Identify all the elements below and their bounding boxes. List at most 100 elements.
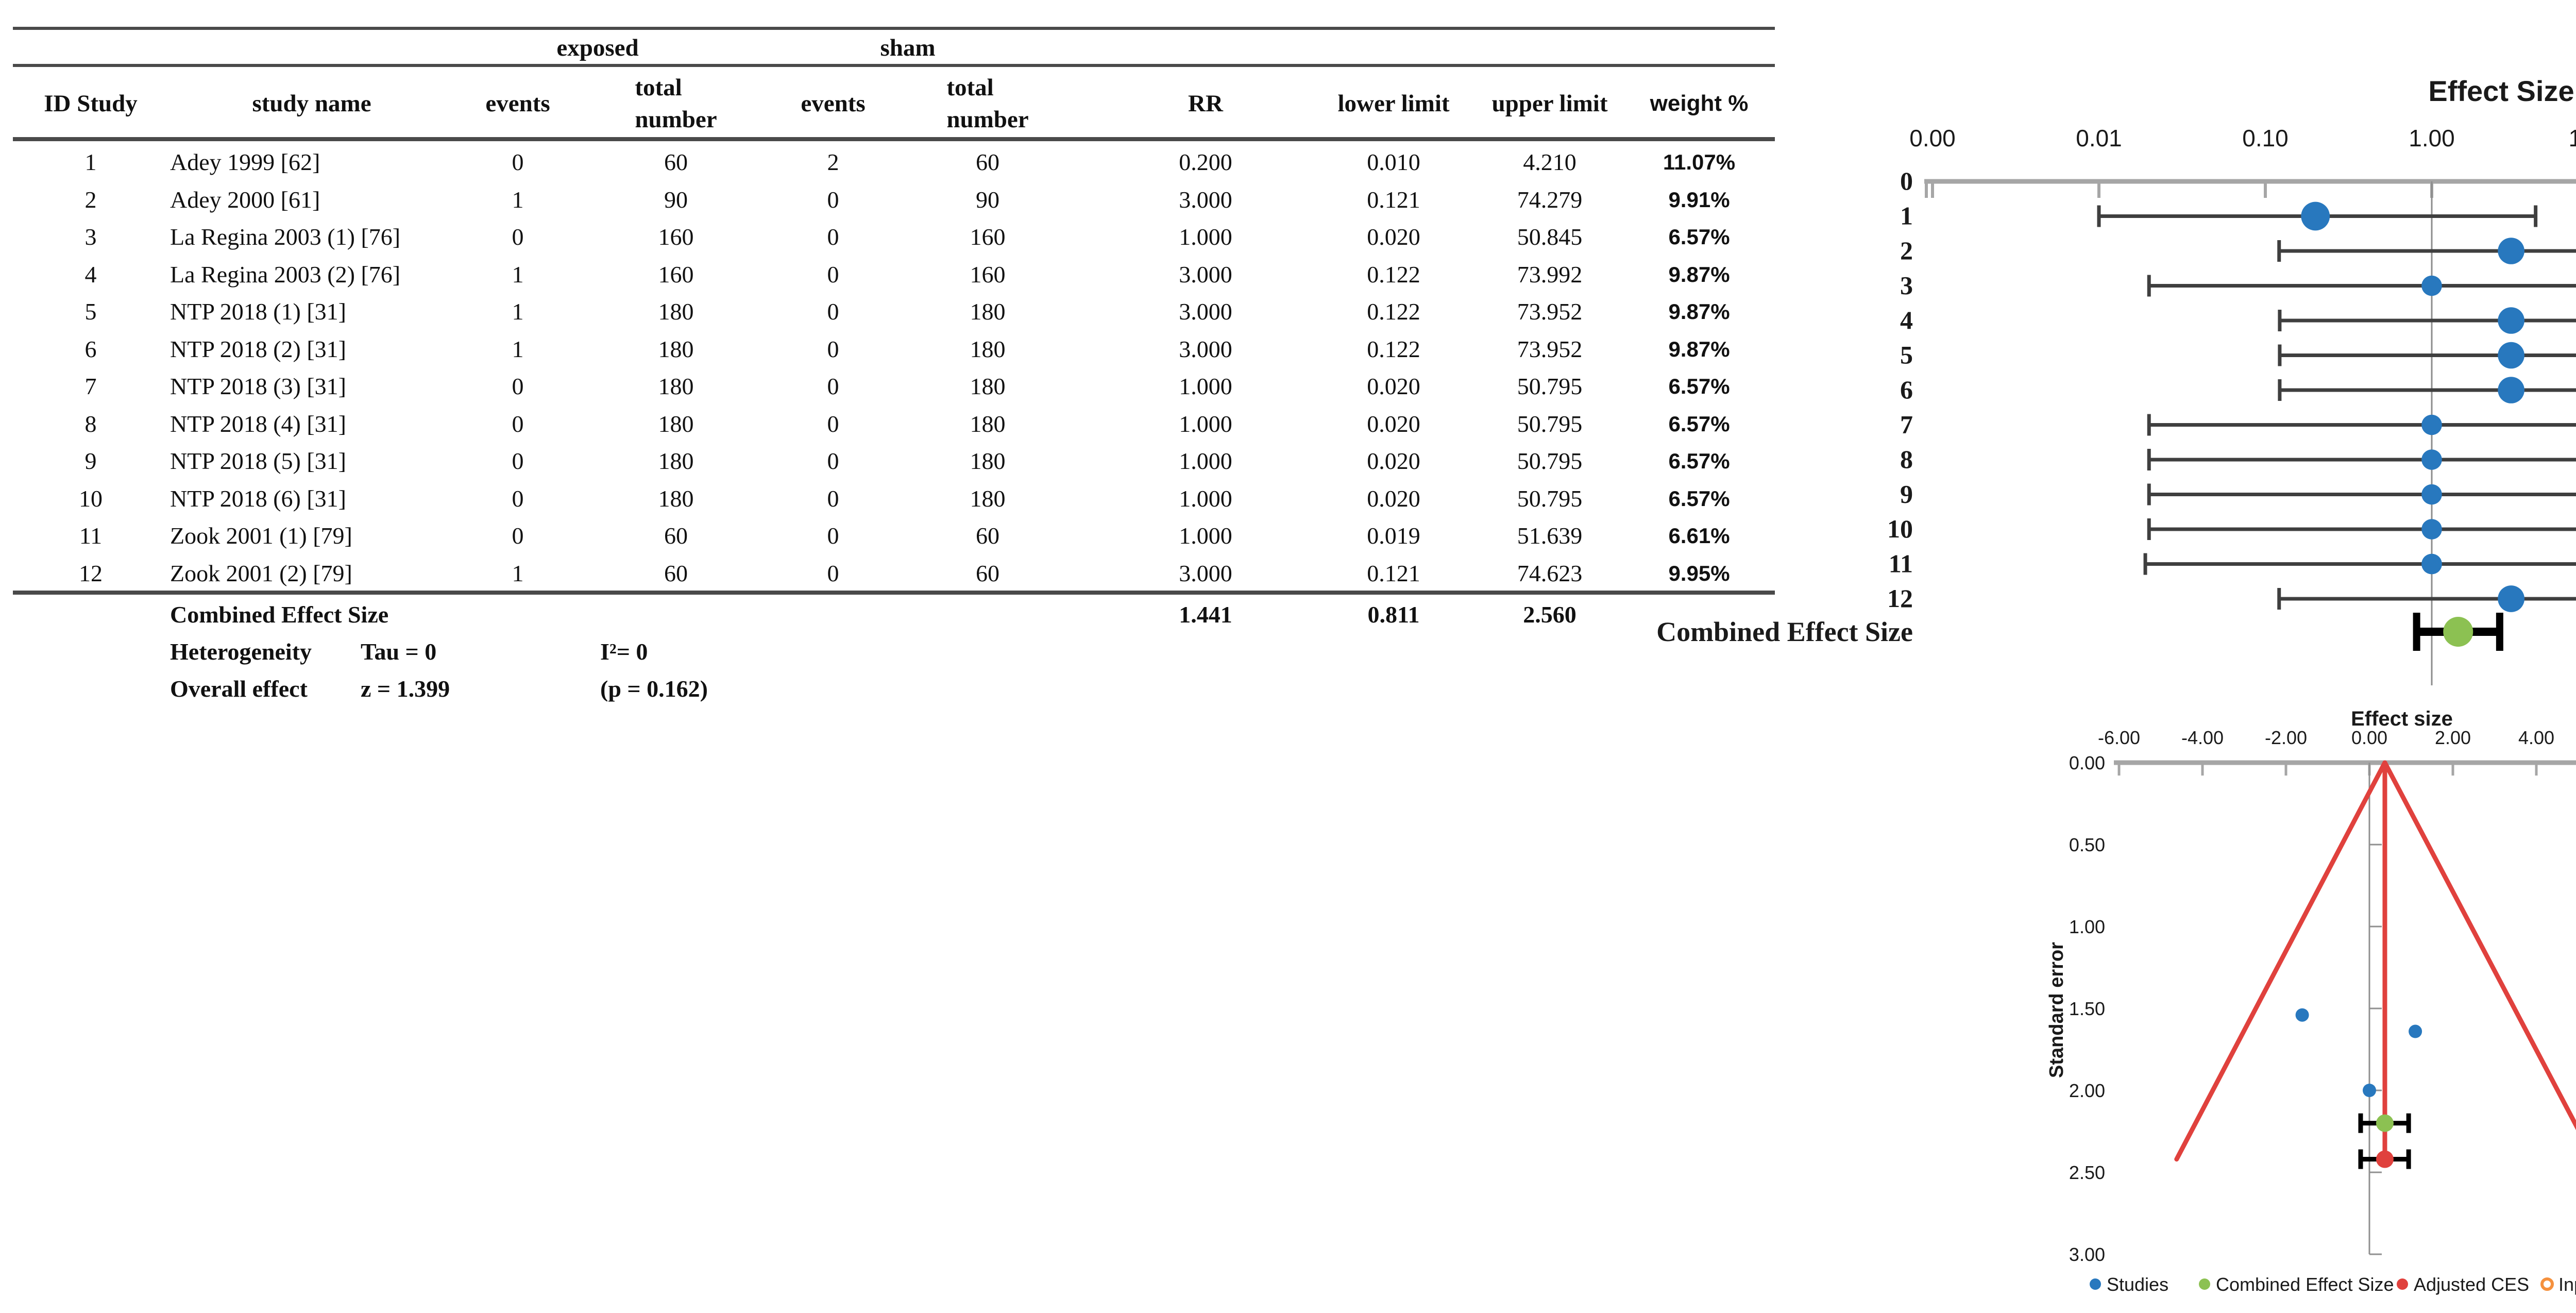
table-cell: 9.87% (1668, 336, 1730, 361)
funnel-y-tick-label: 3.00 (2069, 1244, 2105, 1265)
forest-x-tick-label: 0.01 (2076, 125, 2122, 152)
table-cell: 8 (84, 410, 97, 437)
column-header-9: weight % (1650, 91, 1749, 116)
table-cell: 9.91% (1668, 187, 1730, 212)
table-cell: 1.000 (1179, 224, 1232, 250)
table-cell: 0.020 (1367, 410, 1420, 437)
table-cell: 1.000 (1179, 410, 1232, 437)
table-cell: 60 (664, 149, 688, 175)
overall-effect-label: Overall effect (170, 676, 308, 702)
forest-row-label: 3 (1900, 271, 1913, 300)
table-cell: 6.57% (1668, 374, 1730, 398)
table-cell: 180 (970, 335, 1006, 362)
table-cell: 180 (658, 373, 694, 399)
funnel-x-tick-label: -6.00 (2098, 727, 2140, 748)
table-cell: 0.020 (1367, 224, 1420, 250)
legend-label: Studies (2107, 1274, 2168, 1295)
table-cell: 180 (970, 410, 1006, 437)
table-cell: 6.57% (1668, 486, 1730, 511)
funnel-combined-effect-marker (2376, 1114, 2394, 1132)
forest-row-label: 4 (1900, 306, 1913, 334)
table-cell: 160 (970, 261, 1006, 288)
table-cell: 0 (827, 560, 839, 586)
table-cell: 74.623 (1517, 560, 1583, 586)
table-cell: 180 (658, 410, 694, 437)
table-cell: La Regina 2003 (2) [76] (170, 261, 401, 288)
table-cell: NTP 2018 (5) [31] (170, 448, 346, 474)
table-cell: 1 (512, 335, 524, 362)
table-cell: 0.121 (1367, 560, 1420, 586)
legend-imputed-icon (2540, 1277, 2554, 1291)
forest-x-tick-label: 10.00 (2568, 125, 2576, 152)
table-cell: Adey 2000 [61] (170, 186, 320, 213)
table-cell: 60 (664, 523, 688, 549)
table-cell: 50.795 (1517, 410, 1583, 437)
table-cell: 180 (658, 485, 694, 512)
forest-study-marker (2421, 484, 2442, 505)
legend-label: Adjusted CES (2414, 1274, 2529, 1295)
funnel-x-tick-label: 0.00 (2351, 727, 2387, 748)
table-cell: 0.122 (1367, 261, 1420, 288)
table-cell: La Regina 2003 (1) [76] (170, 224, 401, 250)
table-cell: 1.000 (1179, 448, 1232, 474)
table-cell: 1 (512, 298, 524, 325)
table-cell: 0 (827, 373, 839, 399)
table-cell: 180 (970, 485, 1006, 512)
table-cell: 50.795 (1517, 373, 1583, 399)
table-cell: 50.845 (1517, 224, 1583, 250)
table-cell: 73.952 (1517, 335, 1583, 362)
forest-study-marker (2421, 519, 2442, 540)
table-cell: 50.795 (1517, 448, 1583, 474)
forest-x-tick-label: 0.10 (2242, 125, 2289, 152)
forest-study-marker (2301, 201, 2330, 231)
forest-row-label: 9 (1900, 480, 1913, 509)
forest-study-marker (2498, 307, 2524, 334)
forest-row-label: 12 (1887, 584, 1913, 613)
table-cell: 0.121 (1367, 186, 1420, 213)
funnel-x-tick-label: 4.00 (2518, 727, 2554, 748)
funnel-right-edge-line (2382, 760, 2576, 1131)
forest-row-label: 2 (1900, 236, 1913, 265)
table-cell: 0 (512, 373, 524, 399)
table-cell: 0 (827, 261, 839, 288)
p-value: (p = 0.162) (600, 676, 708, 702)
funnel-study-point (2409, 1024, 2422, 1038)
table-cell: 160 (658, 224, 694, 250)
table-cell: 3.000 (1179, 186, 1232, 213)
table-cell: 0 (512, 224, 524, 250)
table-cell: 160 (970, 224, 1006, 250)
table-cell: 60 (976, 523, 999, 549)
forest-row-label: 8 (1900, 445, 1913, 474)
table-cell: 3.000 (1179, 335, 1232, 362)
table-cell: 73.952 (1517, 298, 1583, 325)
table-cell: 180 (658, 448, 694, 474)
table-cell: 4.210 (1523, 149, 1577, 175)
table-cell: 1.000 (1179, 373, 1232, 399)
funnel-y-tick-label: 0.00 (2069, 752, 2105, 773)
forest-study-marker (2498, 585, 2525, 612)
table-cell: 2 (84, 186, 97, 213)
forest-row-label: 5 (1900, 341, 1913, 369)
table-cell: 4 (84, 261, 97, 288)
table-cell: 180 (970, 373, 1006, 399)
column-header-2: events (485, 90, 550, 117)
table-rule-1 (13, 64, 1775, 67)
table-cell: 6.57% (1668, 225, 1730, 249)
forest-x-tick-label: 0.00 (1909, 125, 1956, 152)
table-cell: 50.795 (1517, 485, 1583, 512)
table-cell: 160 (658, 261, 694, 288)
table-cell: 1.000 (1179, 485, 1232, 512)
column-header-0: ID Study (44, 90, 138, 117)
table-cell: 51.639 (1517, 523, 1583, 549)
column-header-5: total number (946, 74, 1029, 133)
table-cell: 1.000 (1179, 523, 1232, 549)
table-cell: 3.000 (1179, 298, 1232, 325)
table-cell: 0 (827, 298, 839, 325)
funnel-plot-title: Effect size (2351, 708, 2453, 730)
z-value: z = 1.399 (361, 676, 450, 702)
i-squared-value: I²= 0 (600, 638, 648, 665)
forest-row-label: 7 (1900, 410, 1913, 439)
table-cell: 9.95% (1668, 561, 1730, 585)
forest-x-tick-label: 1.00 (2409, 125, 2455, 152)
